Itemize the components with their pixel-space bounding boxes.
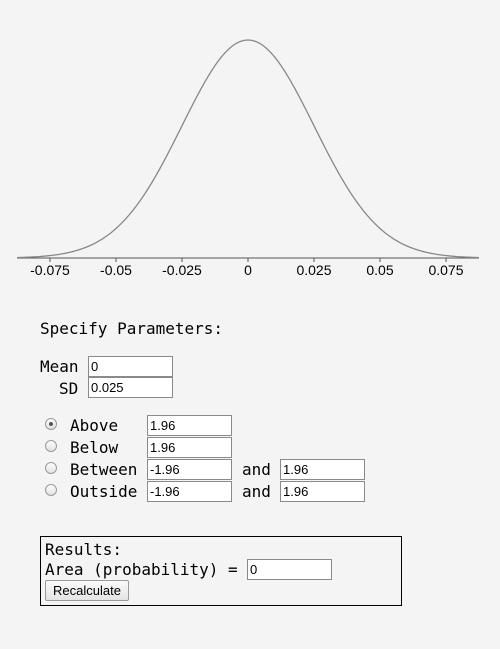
below-input[interactable] (147, 437, 232, 458)
outside-and-label: and (242, 482, 271, 501)
results-box: Results: Area (probability) = Recalculat… (40, 536, 402, 606)
outside-label: Outside (70, 482, 138, 501)
below-label: Below (70, 438, 119, 457)
normal-curve-chart: -0.075 -0.05 -0.025 0 0.025 0.05 0.075 (16, 39, 480, 278)
x-tick-label: 0.05 (366, 262, 393, 278)
x-tick-label: -0.05 (100, 262, 132, 278)
above-label: Above (70, 416, 119, 435)
between-radio[interactable] (45, 462, 57, 474)
x-tick-label: 0.025 (296, 262, 331, 278)
below-radio[interactable] (45, 440, 57, 452)
mean-input[interactable] (88, 356, 173, 377)
results-heading: Results: (45, 540, 123, 559)
x-tick-label: -0.025 (162, 262, 202, 278)
between-low-input[interactable] (147, 459, 232, 480)
sd-label: SD (59, 379, 79, 398)
mean-label: Mean (40, 357, 79, 376)
area-output[interactable] (247, 559, 332, 580)
recalculate-button[interactable]: Recalculate (45, 580, 129, 601)
outside-radio[interactable] (45, 484, 57, 496)
above-input[interactable] (147, 415, 232, 436)
x-tick-label: -0.075 (30, 262, 70, 278)
above-radio[interactable] (45, 418, 57, 430)
between-label: Between (70, 460, 138, 479)
outside-high-input[interactable] (280, 481, 365, 502)
between-and-label: and (242, 460, 271, 479)
normal-curve (16, 39, 480, 259)
x-axis-ticks: -0.075 -0.05 -0.025 0 0.025 0.05 0.075 (30, 258, 464, 278)
sd-input[interactable] (88, 377, 173, 398)
area-label: Area (probability) = (45, 560, 238, 579)
x-tick-label: 0.075 (428, 262, 463, 278)
x-tick-label: 0 (244, 262, 252, 278)
between-high-input[interactable] (280, 459, 365, 480)
parameters-heading: Specify Parameters: (40, 319, 224, 338)
outside-low-input[interactable] (147, 481, 232, 502)
